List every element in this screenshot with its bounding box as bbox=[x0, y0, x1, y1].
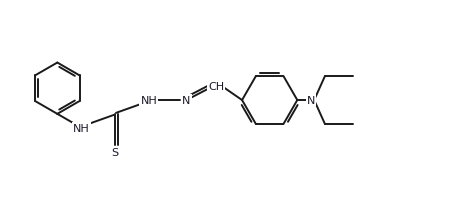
Text: CH: CH bbox=[207, 82, 224, 92]
Text: NH: NH bbox=[73, 123, 90, 133]
Text: N: N bbox=[306, 96, 314, 105]
Text: S: S bbox=[111, 148, 118, 158]
Text: NH: NH bbox=[140, 96, 157, 105]
Text: N: N bbox=[182, 96, 190, 105]
